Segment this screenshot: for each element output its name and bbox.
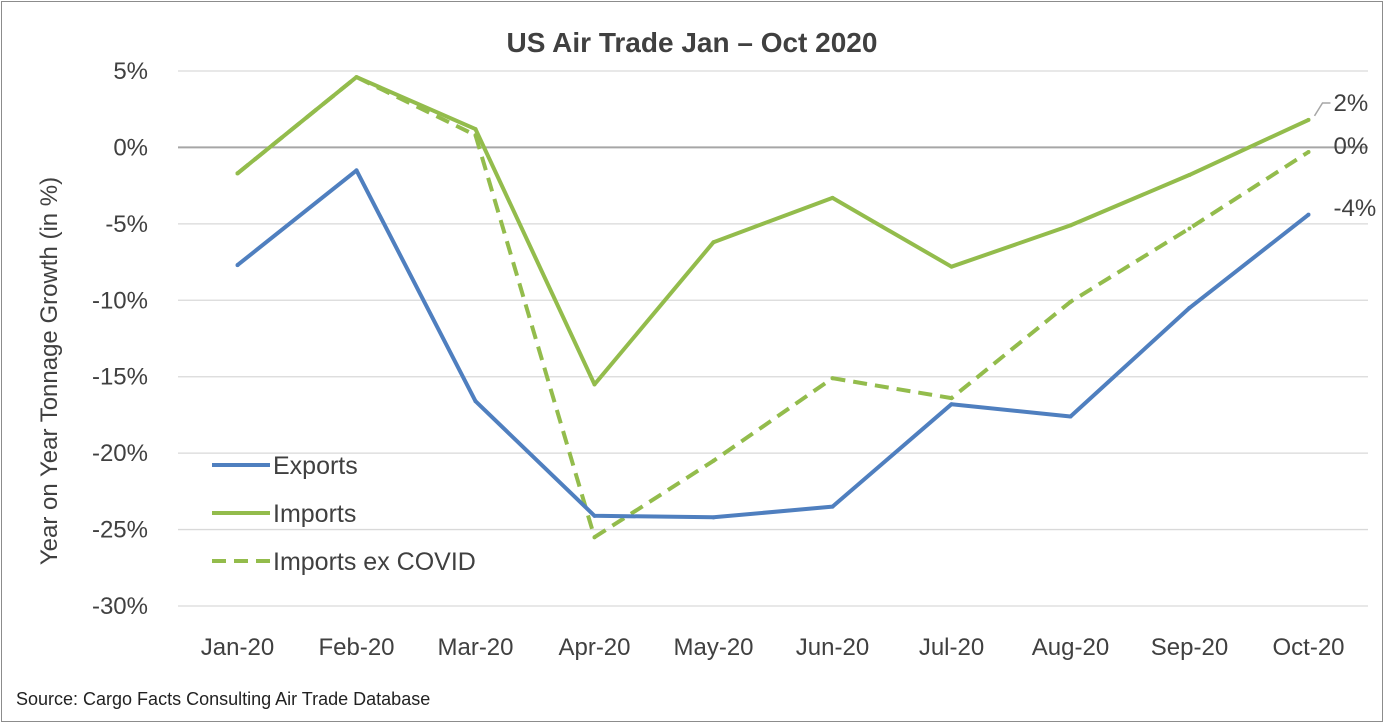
data-point bbox=[830, 376, 835, 381]
data-point bbox=[949, 396, 954, 401]
data-point bbox=[1187, 305, 1192, 310]
end-label-imports: 2% bbox=[1334, 90, 1369, 117]
data-point bbox=[1306, 212, 1311, 217]
x-tick-label: May-20 bbox=[673, 634, 753, 661]
y-tick-label: -25% bbox=[92, 517, 148, 544]
data-point bbox=[949, 402, 954, 407]
source-note: Source: Cargo Facts Consulting Air Trade… bbox=[16, 689, 430, 709]
y-axis-ticks: 5% 0% -5% -10% -15% -20% -25% -30% bbox=[92, 58, 148, 620]
data-point bbox=[1306, 150, 1311, 155]
x-tick-label: Mar-20 bbox=[437, 634, 513, 661]
legend-label: Imports ex COVID bbox=[273, 548, 476, 576]
data-point bbox=[354, 75, 359, 80]
y-tick-label: -30% bbox=[92, 593, 148, 620]
y-tick-label: 0% bbox=[113, 134, 148, 161]
data-point bbox=[1068, 223, 1073, 228]
legend-label: Imports bbox=[273, 500, 356, 528]
data-point bbox=[1187, 226, 1192, 231]
data-point bbox=[949, 264, 954, 269]
x-tick-label: Feb-20 bbox=[318, 634, 394, 661]
series-lines bbox=[235, 75, 1311, 540]
y-tick-label: -5% bbox=[105, 211, 148, 238]
legend-label: Exports bbox=[273, 452, 358, 480]
data-point bbox=[1068, 299, 1073, 304]
data-point bbox=[592, 535, 597, 540]
x-tick-label: Aug-20 bbox=[1032, 634, 1109, 661]
data-point bbox=[473, 399, 478, 404]
data-point bbox=[354, 168, 359, 173]
y-tick-label: -10% bbox=[92, 287, 148, 314]
legend: Exports Imports Imports ex COVID bbox=[212, 452, 476, 576]
end-labels: 2% 0% -4% bbox=[1313, 90, 1377, 222]
end-label-imports-ex-covid: 0% bbox=[1334, 133, 1369, 160]
x-tick-label: Jun-20 bbox=[796, 634, 869, 661]
end-label-exports: -4% bbox=[1334, 195, 1377, 222]
series-line-imports bbox=[236, 75, 1310, 387]
data-point bbox=[711, 240, 716, 245]
data-point bbox=[1187, 172, 1192, 177]
data-point bbox=[711, 458, 716, 463]
x-tick-label: Oct-20 bbox=[1272, 634, 1344, 661]
x-tick-label: Sep-20 bbox=[1151, 634, 1228, 661]
x-tick-label: Jan-20 bbox=[201, 634, 274, 661]
chart-title: US Air Trade Jan – Oct 2020 bbox=[507, 27, 878, 58]
y-tick-label: -20% bbox=[92, 440, 148, 467]
data-point bbox=[235, 171, 240, 176]
x-tick-label: Apr-20 bbox=[558, 634, 630, 661]
y-tick-label: 5% bbox=[113, 58, 148, 85]
series-line-exports bbox=[236, 168, 1310, 520]
data-point bbox=[830, 504, 835, 509]
data-point bbox=[592, 513, 597, 518]
data-point bbox=[1068, 414, 1073, 419]
gridlines bbox=[178, 70, 1368, 607]
data-point bbox=[711, 515, 716, 520]
data-point bbox=[1306, 117, 1311, 122]
data-point bbox=[473, 127, 478, 132]
y-axis-label: Year on Year Tonnage Growth (in %) bbox=[36, 177, 63, 565]
leader-line bbox=[1313, 102, 1331, 117]
data-point bbox=[592, 382, 597, 387]
series-line-imports-ex-covid bbox=[236, 75, 1310, 540]
y-tick-label: -15% bbox=[92, 364, 148, 391]
data-point bbox=[830, 195, 835, 200]
data-point bbox=[235, 263, 240, 268]
x-axis-ticks: Jan-20 Feb-20 Mar-20 Apr-20 May-20 Jun-20 Jul-… bbox=[201, 634, 1345, 661]
x-tick-label: Jul-20 bbox=[919, 634, 984, 661]
